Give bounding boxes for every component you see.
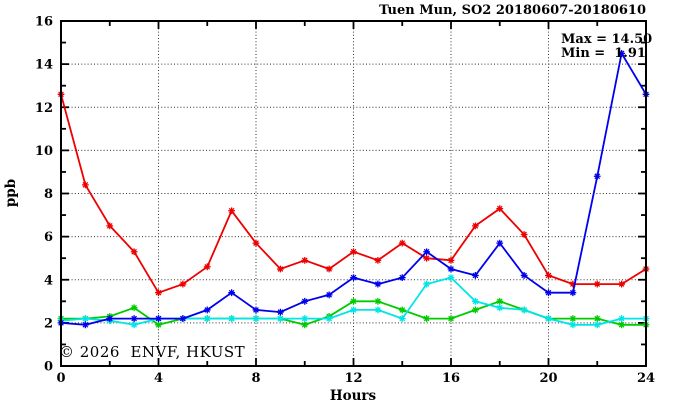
min-annotation: Min = 1.91 (561, 46, 646, 61)
y-tick-label-4: 4 (44, 273, 53, 288)
x-axis-label: Hours (330, 388, 377, 404)
y-tick-label-16: 16 (35, 15, 53, 30)
x-tick-label-24: 24 (637, 371, 655, 386)
x-tick-label-20: 20 (539, 371, 557, 386)
y-tick-label-2: 2 (44, 316, 53, 331)
x-tick-label-0: 0 (56, 371, 65, 386)
plot-frame (60, 20, 647, 367)
max-annotation: Max = 14.50 (561, 32, 652, 47)
y-tick-labels: 0 2 4 6 8 10 12 14 16 (35, 15, 53, 375)
y-axis-label: ppb (3, 179, 19, 207)
y-tick-label-8: 8 (44, 187, 53, 202)
y-tick-label-14: 14 (35, 58, 53, 73)
x-tick-label-8: 8 (251, 371, 260, 386)
watermark: © 2026 ENVF, HKUST (59, 343, 245, 361)
chart-title: Tuen Mun, SO2 20180607-20180610 (379, 3, 646, 18)
series-blue (57, 49, 650, 329)
x-tick-label-4: 4 (154, 371, 163, 386)
x-tick-label-12: 12 (344, 371, 362, 386)
y-tick-label-0: 0 (44, 360, 53, 375)
x-tick-label-16: 16 (442, 371, 460, 386)
y-tick-label-10: 10 (35, 144, 53, 159)
gridlines (62, 22, 645, 365)
x-tick-labels: 0 4 8 12 16 20 24 (56, 371, 655, 386)
data-series (57, 49, 650, 329)
y-tick-label-12: 12 (35, 101, 53, 116)
y-tick-label-6: 6 (44, 230, 53, 245)
